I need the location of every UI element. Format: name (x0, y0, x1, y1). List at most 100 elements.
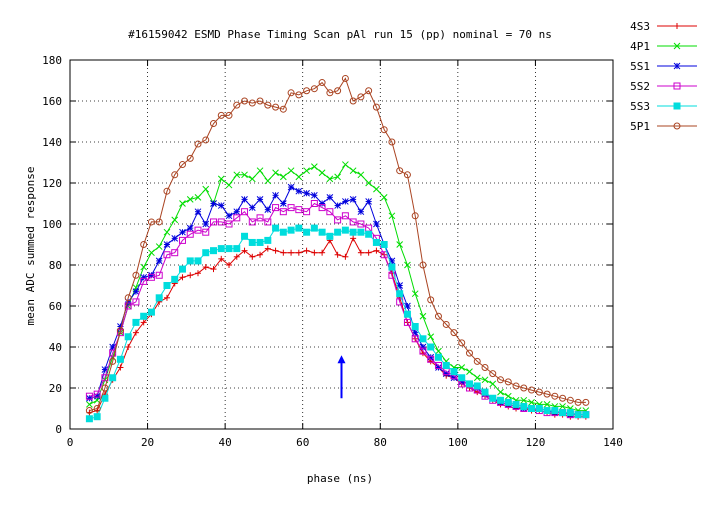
data-point (520, 402, 528, 410)
data-point (225, 181, 233, 189)
data-point (303, 87, 311, 95)
data-point (543, 407, 551, 415)
data-point (357, 249, 364, 256)
data-point (334, 87, 342, 95)
y-tick-label: 120 (42, 177, 62, 190)
data-point (520, 396, 528, 404)
x-axis-label: phase (ns) (307, 472, 373, 485)
data-point (411, 212, 419, 220)
data-point (287, 167, 295, 175)
data-point (427, 296, 435, 304)
data-point (109, 349, 117, 357)
data-point (85, 415, 93, 423)
data-point (186, 224, 194, 232)
data-point (194, 270, 201, 277)
series-4p1 (86, 161, 590, 414)
data-point (303, 208, 311, 216)
data-point (256, 167, 264, 175)
data-point (225, 111, 233, 119)
data-point (481, 388, 489, 396)
data-point (450, 368, 458, 376)
data-point (318, 200, 326, 207)
data-point (528, 405, 536, 412)
data-point (318, 79, 326, 87)
y-tick-label: 160 (42, 95, 62, 108)
data-point (295, 224, 303, 232)
data-point (93, 405, 101, 412)
data-point (178, 236, 186, 244)
data-point (566, 409, 574, 417)
data-point (93, 413, 101, 421)
data-point (279, 173, 287, 181)
data-point (155, 243, 163, 250)
data-point (388, 138, 396, 146)
data-point (279, 208, 287, 216)
data-point (124, 333, 132, 341)
data-point (140, 273, 148, 281)
data-point (427, 343, 435, 351)
data-point (241, 171, 248, 179)
data-point (148, 249, 155, 257)
data-point (419, 343, 427, 351)
data-point (225, 245, 233, 253)
data-point (295, 249, 302, 256)
data-point (388, 212, 396, 220)
data-point (574, 411, 582, 419)
data-point (349, 167, 357, 175)
data-point (350, 235, 357, 242)
data-point (85, 407, 93, 415)
data-point (349, 228, 357, 236)
data-point (342, 253, 349, 260)
data-point (140, 241, 148, 248)
data-point (194, 208, 202, 216)
data-point (124, 294, 132, 302)
data-point (341, 226, 349, 234)
data-point (559, 409, 567, 417)
data-point (124, 302, 132, 310)
data-point (249, 253, 256, 260)
data-point (559, 403, 566, 410)
data-point (279, 105, 287, 113)
data-point (186, 257, 194, 265)
legend-label: 5S2 (630, 80, 650, 93)
data-point (264, 101, 272, 109)
data-point (132, 288, 140, 296)
data-point (279, 228, 287, 236)
y-tick-label: 100 (42, 218, 62, 231)
x-tick-label: 80 (374, 436, 387, 449)
data-point (365, 87, 373, 95)
data-point (171, 249, 179, 257)
data-point (210, 218, 218, 226)
legend-label: 4P1 (630, 40, 650, 53)
data-point (326, 175, 334, 183)
data-point (303, 247, 310, 254)
data-point (179, 200, 186, 207)
data-point (226, 262, 233, 268)
data-point (86, 401, 93, 408)
data-point (217, 202, 225, 209)
data-point (396, 167, 404, 175)
data-point (217, 218, 225, 226)
data-point (202, 249, 210, 257)
data-point (582, 398, 590, 406)
data-point (163, 228, 171, 236)
data-point (303, 189, 310, 197)
data-point (140, 312, 148, 320)
data-point (543, 390, 551, 398)
data-point (217, 111, 225, 119)
data-point (186, 230, 194, 238)
data-point (473, 382, 481, 390)
data-point (566, 396, 574, 404)
data-point (155, 218, 163, 226)
data-point (349, 218, 357, 226)
data-point (512, 382, 520, 390)
x-tick-label: 100 (448, 436, 468, 449)
data-point (543, 401, 551, 408)
data-point (365, 198, 373, 205)
arrow-head (337, 355, 346, 364)
data-point (140, 319, 147, 326)
data-point (341, 74, 349, 82)
data-point (248, 204, 256, 211)
data-point (256, 97, 264, 105)
data-point (582, 411, 590, 419)
